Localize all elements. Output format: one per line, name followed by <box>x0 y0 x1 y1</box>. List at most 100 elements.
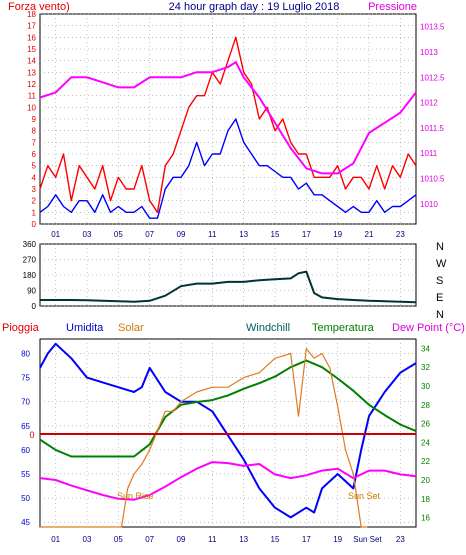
pressure-tick-label: 1012.5 <box>420 73 445 82</box>
direction-tick-label: 360 <box>23 240 37 249</box>
temperature-tick-label: 32 <box>421 363 430 372</box>
temperature-tick-label: 26 <box>421 420 430 429</box>
temperature-tick-label: 22 <box>421 457 430 466</box>
series-humidity <box>39 342 417 519</box>
wind-tick-label: 12 <box>27 80 36 89</box>
legend-temperature: Temperatura <box>312 322 375 334</box>
temperature-tick-label: 16 <box>421 514 430 523</box>
compass-letter: E <box>436 292 443 304</box>
wind-tick-label: 0 <box>32 220 37 229</box>
series-pressure <box>39 61 417 175</box>
legend-solar: Solar <box>118 322 144 334</box>
wind-panel-hour-label: 11 <box>208 230 217 239</box>
sunset-annotation: Sun Set <box>348 491 381 501</box>
compass-letter: N <box>436 309 444 321</box>
humidity-tick-label: 60 <box>21 446 30 455</box>
temperature-panel-hour-label: 05 <box>114 535 123 544</box>
wind-panel-hour-label: 13 <box>239 230 248 239</box>
direction-tick-label: 180 <box>23 271 37 280</box>
legend-rain: Pioggia <box>2 322 40 334</box>
direction-tick-label: 0 <box>32 302 37 311</box>
direction-tick-label: 90 <box>27 287 36 296</box>
wind-tick-label: 1 <box>32 208 37 217</box>
wind-tick-label: 15 <box>27 45 36 54</box>
pressure-tick-label: 1013.5 <box>420 23 445 32</box>
pressure-axis-title: Pressione <box>368 1 417 13</box>
temperature-panel-hour-label: 01 <box>51 535 60 544</box>
wind-tick-label: 14 <box>27 57 36 66</box>
direction-panel-grid <box>40 243 416 307</box>
pressure-tick-label: 1013 <box>420 48 438 57</box>
pressure-tick-label: 1010.5 <box>420 174 445 183</box>
compass-letter: S <box>436 275 443 287</box>
temperature-panel-hour-label: 15 <box>271 535 280 544</box>
direction-tick-label: 270 <box>23 256 37 265</box>
wind-tick-label: 17 <box>27 22 36 31</box>
sunrise-annotation: Sun Rise <box>117 491 154 501</box>
pressure-tick-label: 1011 <box>420 149 438 158</box>
chart-title: 24 hour graph day : 19 Luglio 2018 <box>169 1 340 13</box>
pressure-tick-label: 1011.5 <box>420 124 444 133</box>
wind-panel-hour-label: 03 <box>83 230 92 239</box>
compass-letter: N <box>436 241 444 253</box>
wind-panel-hour-label: 01 <box>51 230 60 239</box>
temperature-tick-label: 30 <box>421 382 430 391</box>
humidity-tick-label: 80 <box>21 349 30 358</box>
temperature-tick-label: 18 <box>421 495 430 504</box>
wind-panel-hour-label: 21 <box>365 230 374 239</box>
temperature-axis: 16 18 20 22 24 26 28 30 32 34 <box>421 344 430 522</box>
legend-windchill: Windchill <box>246 322 290 334</box>
series-temperature <box>39 359 417 458</box>
wind-panel-x-axis: 01 03 05 07 09 11 13 15 17 19 21 23 <box>51 230 405 239</box>
wind-tick-label: 5 <box>32 162 37 171</box>
wind-tick-label: 11 <box>28 92 37 101</box>
wind-tick-label: 4 <box>32 173 37 182</box>
wind-tick-label: 8 <box>32 127 37 136</box>
wind-axis-title: Forza vento) <box>8 1 70 13</box>
wind-tick-label: 6 <box>32 150 37 159</box>
wind-panel-hour-label: 09 <box>177 230 186 239</box>
wind-tick-label: 16 <box>27 33 36 42</box>
temperature-panel-hour-label: 09 <box>177 535 186 544</box>
humidity-axis: 45 50 55 60 65 70 75 80 <box>21 349 30 527</box>
series-gust <box>39 36 417 214</box>
temperature-tick-label: 28 <box>421 401 430 410</box>
temperature-tick-label: 20 <box>421 476 430 485</box>
series-solar <box>40 348 368 528</box>
series-direction <box>40 270 417 304</box>
temperature-panel-hour-label: 11 <box>208 535 217 544</box>
wind-panel-hour-label: 17 <box>302 230 311 239</box>
humidity-tick-label: 70 <box>21 398 30 407</box>
wind-tick-label: 9 <box>32 115 37 124</box>
temperature-panel-hour-label: 19 <box>333 535 342 544</box>
temperature-panel-hour-label: 07 <box>145 535 154 544</box>
wind-panel-hour-label: 23 <box>396 230 405 239</box>
wind-panel-hour-label: 15 <box>271 230 280 239</box>
legend-dewpoint: Dew Point (°C) <box>392 322 465 334</box>
series-speed <box>39 118 417 219</box>
pressure-axis: 1010 1010.5 1011 1011.5 1012 1012.5 1013 1013.5 <box>420 23 445 209</box>
temperature-panel-hour-label: 03 <box>83 535 92 544</box>
temperature-panel-x-axis: 01 03 05 07 09 11 13 15 17 19 Sun Set 23 <box>51 535 405 544</box>
direction-panel-series <box>40 270 417 304</box>
temperature-humidity-panel: Pioggia Umidita Solar Windchill Temperat… <box>2 322 465 544</box>
sunset-hour-label: Sun Set <box>353 535 382 544</box>
wind-tick-label: 7 <box>32 138 37 147</box>
temperature-panel-hour-label: 17 <box>302 535 311 544</box>
temperature-panel-hour-label: 13 <box>239 535 248 544</box>
humidity-tick-label: 45 <box>21 518 30 527</box>
direction-axis: 0 90 180 270 360 <box>23 240 37 311</box>
legend-humidity: Umidita <box>66 322 104 334</box>
temperature-panel-series <box>39 342 417 528</box>
wind-tick-label: 2 <box>32 197 37 206</box>
wind-panel-hour-label: 19 <box>333 230 342 239</box>
series-dewpoint <box>39 461 417 501</box>
wind-tick-label: 3 <box>32 185 37 194</box>
humidity-tick-label: 55 <box>21 470 30 479</box>
pressure-tick-label: 1012 <box>420 99 438 108</box>
compass-letter: W <box>436 258 447 270</box>
wind-panel-hour-label: 07 <box>145 230 154 239</box>
wind-panel-series <box>39 36 417 219</box>
